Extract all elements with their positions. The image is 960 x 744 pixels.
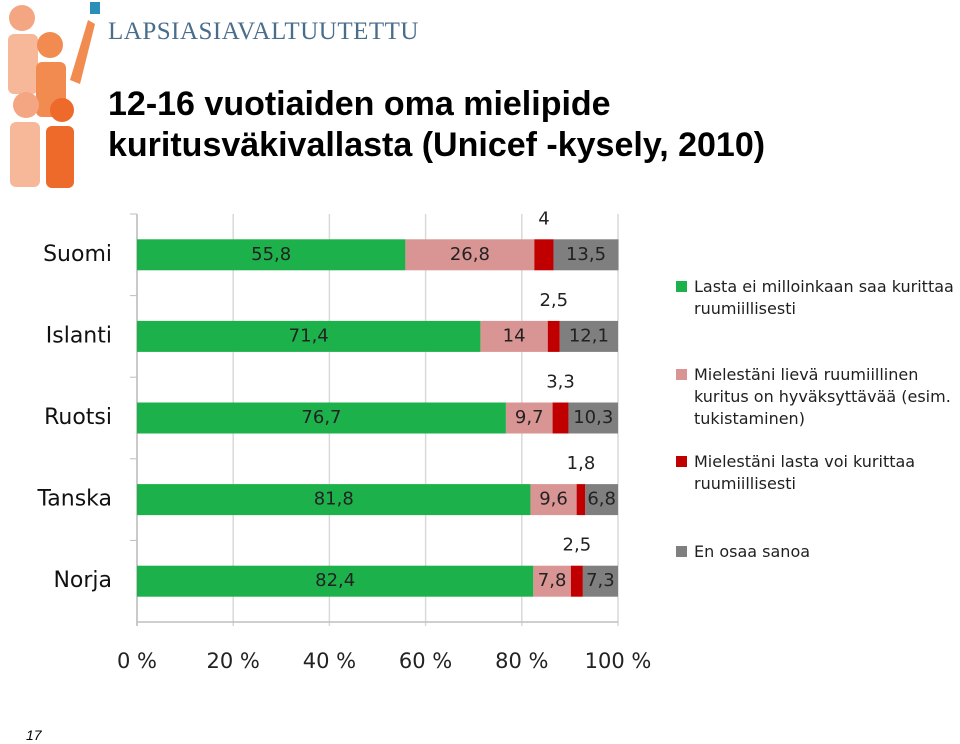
value-label: 82,4 (315, 570, 355, 591)
value-label: 1,8 (567, 453, 596, 474)
bar-segment (534, 239, 554, 271)
bar-segment (576, 484, 586, 516)
x-tick-label: 80 % (495, 649, 548, 673)
chart-title: 12-16 vuotiaiden oma mielipide kuritusvä… (108, 85, 766, 164)
value-label: 7,8 (538, 570, 567, 591)
bar-segment (559, 320, 618, 352)
value-label: 81,8 (314, 489, 354, 510)
bar-segment (533, 565, 571, 597)
value-label: 55,8 (251, 244, 291, 265)
legend-swatch (676, 546, 687, 557)
legend-entry: Mielestäni lievä ruumiillinen kuritus on… (674, 364, 960, 430)
x-tick-label: 60 % (399, 649, 452, 673)
value-label: 13,5 (566, 244, 606, 265)
bar-segment (137, 484, 531, 516)
legend-label: Mielestäni lasta voi kurittaa ruumiillis… (694, 452, 916, 493)
bar-segment (137, 320, 481, 352)
legend-swatch (676, 369, 687, 380)
bar-segment (405, 239, 535, 271)
bar-segment (547, 320, 560, 352)
legend-swatch (676, 281, 687, 292)
bar-segment (480, 320, 548, 352)
value-label: 76,7 (301, 407, 341, 428)
bar-segment (137, 239, 406, 271)
y-tick-label: Islanti (46, 323, 112, 348)
logo (8, 2, 100, 188)
value-label: 10,3 (573, 407, 613, 428)
y-tick-label: Suomi (43, 242, 112, 267)
y-tick-label: Ruotsi (44, 405, 112, 430)
value-label: 4 (538, 208, 549, 229)
value-label: 3,3 (546, 372, 575, 393)
value-label: 7,3 (586, 570, 615, 591)
bar-segment (505, 402, 553, 434)
legend-entry: En osaa sanoa (674, 541, 960, 563)
value-label: 71,4 (289, 325, 329, 346)
value-label: 2,5 (539, 290, 568, 311)
legend-label: En osaa sanoa (694, 542, 811, 561)
y-tick-label: Norja (53, 568, 112, 593)
header: LAPSIASIAVALTUUTETTU (108, 18, 419, 45)
legend-swatch (676, 456, 687, 467)
y-tick-label: Tanska (36, 487, 112, 512)
value-label: 6,8 (587, 489, 616, 510)
x-tick-label: 40 % (303, 649, 356, 673)
value-label: 26,8 (450, 244, 490, 265)
value-label: 9,7 (515, 407, 544, 428)
bar-segment (568, 402, 618, 434)
bar-segment (570, 565, 583, 597)
legend-entry: Lasta ei milloinkaan saa kurittaa ruumii… (674, 276, 960, 320)
value-label: 9,6 (539, 489, 568, 510)
legend-entry: Mielestäni lasta voi kurittaa ruumiillis… (674, 451, 960, 495)
x-tick-label: 0 % (117, 649, 157, 673)
bar-segment (530, 484, 577, 516)
legend-label: Lasta ei milloinkaan saa kurittaa ruumii… (694, 277, 954, 318)
x-tick-label: 100 % (585, 649, 652, 673)
value-label: 14 (503, 325, 526, 346)
x-tick-label: 20 % (207, 649, 260, 673)
legend-label: Mielestäni lievä ruumiillinen kuritus on… (694, 365, 951, 428)
value-label: 2,5 (563, 535, 592, 556)
bar-segment (137, 402, 506, 434)
bar-segment (552, 402, 569, 434)
bar-segment (137, 565, 534, 597)
value-label: 12,1 (569, 325, 609, 346)
page-number: 17 (26, 727, 42, 743)
bar-segment (553, 239, 619, 271)
bar-segment (585, 484, 618, 516)
bar-segment (582, 565, 618, 597)
